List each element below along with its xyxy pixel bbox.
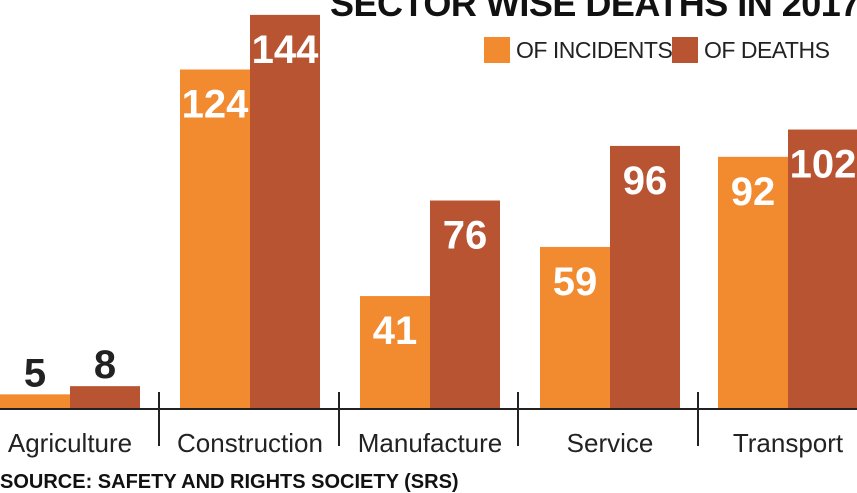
bar-agriculture-deaths (70, 386, 140, 408)
tick-label-agriculture: Agriculture (8, 428, 132, 458)
legend-swatch-incidents (484, 37, 510, 63)
tick-label-service: Service (567, 428, 654, 458)
legend-label-incidents: OF INCIDENTS (516, 36, 673, 63)
value-label-service-incidents: 59 (553, 260, 598, 304)
value-label-manufacture-deaths: 76 (443, 214, 488, 258)
legend-item-deaths: OF DEATHS (672, 36, 830, 64)
bar-service-incidents (540, 246, 610, 408)
legend-label-deaths: OF DEATHS (704, 36, 830, 63)
bar-construction-incidents (180, 69, 250, 408)
value-label-construction-incidents: 124 (182, 82, 249, 126)
bar-construction-deaths (250, 14, 320, 408)
value-label-agriculture-incidents: 5 (24, 351, 46, 395)
legend-item-incidents: OF INCIDENTS (484, 36, 673, 64)
source-note: SOURCE: SAFETY AND RIGHTS SOCIETY (SRS) (0, 471, 459, 493)
legend-swatch-deaths (672, 37, 698, 63)
tick-label-construction: Construction (177, 428, 323, 458)
value-label-agriculture-deaths: 8 (94, 343, 116, 387)
value-label-transport-incidents: 92 (731, 170, 776, 214)
value-label-transport-deaths: 102 (790, 143, 857, 187)
value-label-construction-deaths: 144 (252, 28, 319, 72)
bar-agriculture-incidents (0, 394, 70, 408)
bar-service-deaths (610, 145, 680, 409)
value-label-manufacture-incidents: 41 (373, 309, 418, 353)
tick-label-transport: Transport (733, 428, 844, 458)
bar-transport-deaths (788, 129, 857, 409)
chart-title: SECTOR WISE DEATHS IN 2017 (330, 0, 857, 24)
bar-manufacture-incidents (360, 296, 430, 408)
value-label-service-deaths: 96 (623, 159, 668, 203)
tick-label-manufacture: Manufacture (358, 428, 503, 458)
bar-manufacture-deaths (430, 200, 500, 408)
bar-transport-incidents (718, 156, 788, 408)
